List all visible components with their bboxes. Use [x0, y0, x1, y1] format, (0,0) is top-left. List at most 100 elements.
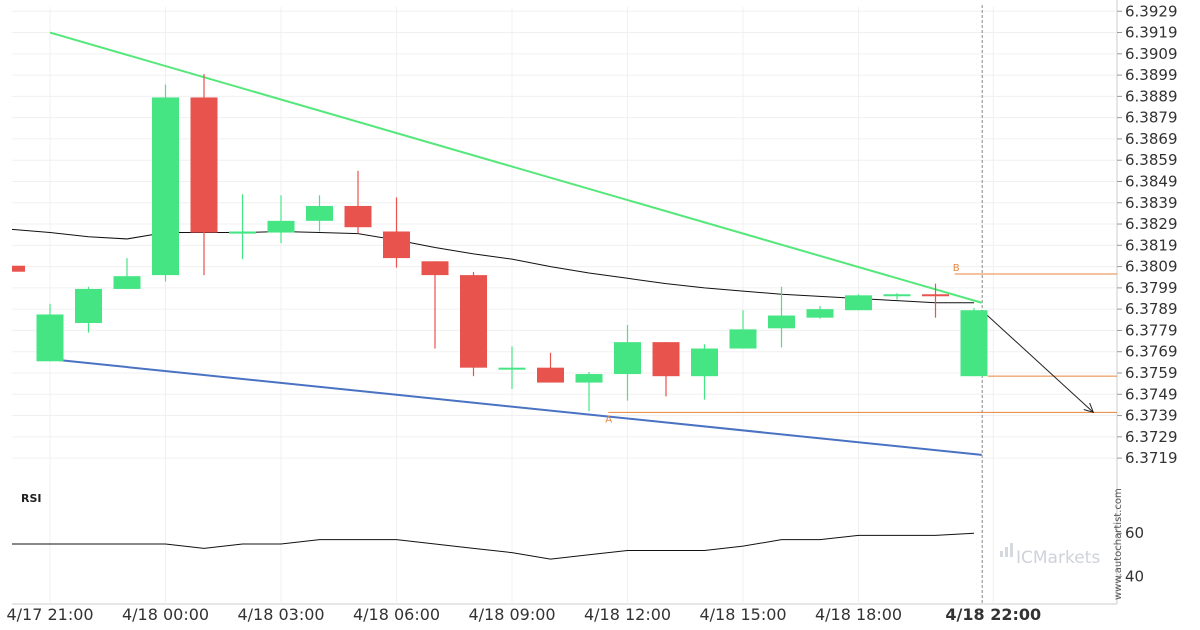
y-tick-label: 6.3729 — [1125, 428, 1178, 446]
candle-body — [614, 342, 641, 375]
candle-body — [152, 97, 179, 276]
y-tick-label: 6.3869 — [1125, 130, 1178, 148]
y-tick-label: 6.3799 — [1125, 279, 1178, 297]
logo-bar — [1005, 547, 1008, 557]
y-tick-label: 6.3899 — [1125, 66, 1178, 84]
y-tick-label: 6.3829 — [1125, 215, 1178, 233]
x-tick-label: 4/18 06:00 — [353, 605, 440, 624]
rsi-line — [12, 532, 975, 560]
broker-watermark: ICMarkets — [1016, 548, 1100, 568]
x-tick-label: 4/18 00:00 — [122, 605, 209, 624]
candle-bullish — [75, 286, 102, 333]
candle-body — [460, 275, 487, 368]
candle-bullish — [306, 195, 333, 232]
candles — [36, 74, 988, 412]
candle-bullish — [614, 325, 641, 401]
branding: ICMarkets www.autochartist.com — [1000, 488, 1124, 600]
candle-bearish — [652, 342, 680, 397]
candle-bullish — [845, 294, 872, 311]
x-tick-label: 4/18 18:00 — [815, 605, 902, 624]
level-a-label: A — [605, 414, 612, 425]
candle-body — [229, 231, 256, 234]
candle-body — [421, 261, 449, 276]
y-tick-label: 6.3759 — [1125, 364, 1178, 382]
candle-bullish — [691, 344, 718, 400]
candle-bullish — [768, 286, 795, 348]
y-tick-label: 6.3839 — [1125, 194, 1178, 212]
candle-bullish — [152, 84, 179, 282]
candle-bullish — [36, 303, 64, 362]
candle-body — [922, 294, 949, 297]
level-b-label: B — [953, 263, 960, 274]
logo-bar — [1010, 543, 1013, 557]
y-tick-label: 6.3789 — [1125, 300, 1178, 318]
candle-body — [190, 97, 218, 233]
axes: 6.3929 6.3919 6.3909 6.3899 6.3889 6.3879 6.38… — [6, 2, 1177, 624]
x-tick-label: 4/17 21:00 — [6, 605, 93, 624]
candle-body — [883, 294, 911, 297]
candle-body — [960, 310, 988, 377]
candle-bearish — [383, 197, 410, 268]
rsi-label: RSI — [21, 492, 42, 505]
logo-bar — [1000, 551, 1003, 557]
candle-bearish — [537, 352, 564, 383]
candle-bullish — [806, 305, 834, 319]
candle-body — [652, 342, 680, 377]
y-tick-label: 6.3859 — [1125, 151, 1178, 169]
overlay-lines: BA — [11, 5, 1117, 604]
candle-bullish — [113, 258, 141, 289]
candle-bearish — [421, 261, 449, 349]
x-tick-label: 4/18 22:00 — [945, 605, 1041, 624]
candle-bearish — [460, 271, 487, 377]
rsi-tick-label: 40 — [1125, 567, 1144, 585]
candle-bearish — [344, 170, 372, 234]
x-tick-label: 4/18 03:00 — [237, 605, 324, 624]
candle-body — [729, 329, 757, 349]
candle-body — [344, 205, 372, 228]
projection-arrow-line — [981, 309, 1094, 413]
rsi-tick-label: 60 — [1125, 524, 1144, 542]
projection-arrow-head — [1083, 402, 1095, 414]
candle-bullish — [229, 194, 256, 260]
candle-body — [845, 295, 872, 311]
upper-trendline — [49, 31, 982, 304]
x-tick-label: 4/18 15:00 — [699, 605, 786, 624]
y-tick-label: 6.3769 — [1125, 343, 1178, 361]
y-tick-label: 6.3719 — [1125, 449, 1178, 467]
candle-bullish — [575, 371, 603, 412]
candle-body — [806, 309, 834, 318]
candle-bullish — [498, 346, 526, 389]
left-price-marker — [12, 265, 25, 272]
y-tick-label: 6.3879 — [1125, 109, 1178, 127]
y-tick-label: 6.3919 — [1125, 24, 1178, 42]
y-tick-label: 6.3739 — [1125, 407, 1178, 425]
candle-bullish — [960, 308, 988, 377]
y-tick-label: 6.3819 — [1125, 236, 1178, 254]
y-tick-label: 6.3849 — [1125, 172, 1178, 190]
candle-body — [498, 367, 526, 370]
candle-body — [113, 276, 141, 289]
y-tick-label: 6.3909 — [1125, 45, 1178, 63]
candle-bearish — [922, 283, 949, 318]
rsi-panel: RSI 60 40 — [12, 492, 1144, 585]
candle-bullish — [267, 195, 295, 244]
candle-body — [306, 205, 333, 221]
y-tick-label: 6.3929 — [1125, 2, 1178, 20]
y-tick-label: 6.3749 — [1125, 385, 1178, 403]
grid — [12, 0, 1118, 605]
lower-trendline — [49, 358, 982, 456]
candle-bearish — [190, 74, 218, 276]
y-tick-label: 6.3779 — [1125, 321, 1178, 339]
candle-bullish — [729, 310, 757, 349]
candle-body — [768, 315, 795, 329]
candle-body — [691, 348, 718, 377]
x-tick-label: 4/18 09:00 — [468, 605, 555, 624]
candle-body — [36, 314, 64, 362]
y-tick-label: 6.3889 — [1125, 87, 1178, 105]
candle-body — [75, 288, 102, 323]
candle-body — [537, 367, 564, 383]
candle-body — [575, 374, 603, 383]
x-tick-label: 4/18 12:00 — [584, 605, 671, 624]
candle-bullish — [883, 293, 911, 300]
